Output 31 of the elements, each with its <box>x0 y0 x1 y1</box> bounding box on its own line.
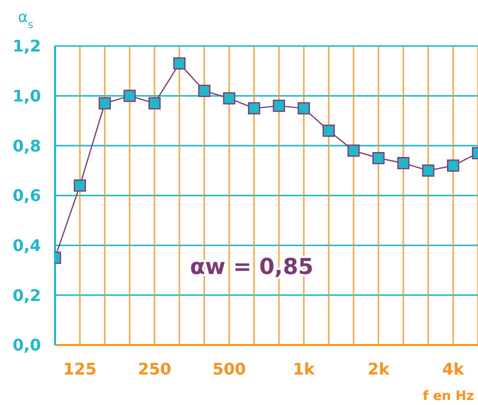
y-tick-label: 1,0 <box>12 86 41 106</box>
point <box>397 157 410 170</box>
point <box>198 84 210 97</box>
point <box>124 90 136 102</box>
point <box>173 57 186 70</box>
y-tick-label: 0,2 <box>12 286 41 305</box>
x-axis-title: f en Hz <box>422 389 474 404</box>
y-tick-label: 0,8 <box>12 136 41 156</box>
y-tick-label: 0,4 <box>12 236 41 256</box>
point <box>322 124 335 137</box>
x-tick-label: 250 <box>138 359 172 378</box>
point <box>74 179 86 192</box>
y-tick-label: 1,2 <box>12 36 41 56</box>
y-tick-label: 0,0 <box>12 336 41 355</box>
point <box>272 100 286 112</box>
x-tick-label: 125 <box>63 359 97 378</box>
point <box>422 164 434 177</box>
x-tick-label: 4k <box>442 359 464 378</box>
point <box>347 144 360 157</box>
point <box>248 102 260 114</box>
y-axis-title: α$_{s}$ <box>18 8 34 31</box>
point <box>98 97 111 110</box>
y-tick-label: 0,6 <box>12 186 41 206</box>
x-tick-label: 500 <box>212 359 246 378</box>
point <box>372 152 385 164</box>
point <box>298 102 310 114</box>
x-tick-label: 1k <box>292 359 316 378</box>
x-tick-label: 2k <box>368 359 390 378</box>
point <box>148 97 161 110</box>
point <box>223 92 236 104</box>
point <box>447 160 460 172</box>
